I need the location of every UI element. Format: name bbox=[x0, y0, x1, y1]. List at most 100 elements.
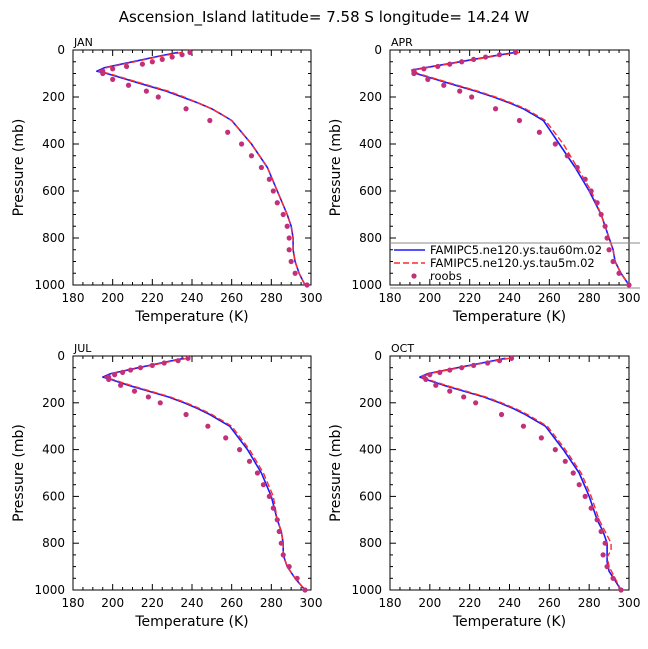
obs-point bbox=[512, 49, 519, 55]
obs-point bbox=[492, 106, 499, 112]
obs-point bbox=[187, 49, 193, 55]
obs-point bbox=[459, 365, 465, 371]
panels: 180 200 220 240 260 280 300 0 200 400 600 800 1000 Te… bbox=[11, 36, 640, 630]
x-tick-label: 240 bbox=[181, 291, 204, 305]
obs-point bbox=[145, 394, 151, 400]
obs-point bbox=[248, 153, 255, 159]
y-tick-label: 800 bbox=[42, 231, 65, 245]
obs-point bbox=[284, 223, 290, 229]
obs-point bbox=[441, 82, 447, 88]
obs-point bbox=[459, 59, 465, 65]
obs-point bbox=[131, 388, 138, 394]
obs-point bbox=[260, 482, 266, 488]
legend: FAMIPC5.ne120.ys.tau60m.02FAMIPC5.ne120.… bbox=[390, 242, 640, 289]
x-tick-label: 200 bbox=[418, 596, 441, 610]
obs-point bbox=[207, 117, 213, 124]
obs-point bbox=[604, 564, 610, 570]
obs-point bbox=[552, 447, 558, 453]
y-tick-label: 0 bbox=[57, 349, 65, 363]
panel-month-label: JAN bbox=[73, 36, 93, 49]
x-axis-label: Temperature (K) bbox=[134, 614, 248, 630]
y-tick-label: 800 bbox=[359, 536, 382, 550]
obs-point bbox=[461, 394, 467, 400]
obs-point bbox=[179, 52, 185, 58]
obs-point bbox=[594, 200, 600, 206]
x-tick-label: 180 bbox=[62, 596, 85, 610]
x-tick-label: 260 bbox=[538, 596, 561, 610]
obs-point bbox=[602, 540, 608, 546]
obs-point bbox=[266, 493, 272, 499]
obs-point bbox=[225, 129, 231, 135]
y-tick-label: 1000 bbox=[34, 278, 65, 292]
obs-point bbox=[286, 247, 292, 253]
obs-point bbox=[246, 458, 253, 464]
obs-point bbox=[118, 382, 124, 388]
obs-point bbox=[496, 358, 503, 364]
obs-point bbox=[616, 270, 622, 276]
obs-point bbox=[155, 94, 161, 100]
legend-label: FAMIPC5.ne120.ys.tau5m.02 bbox=[430, 256, 595, 270]
panel-month-label: JUL bbox=[73, 342, 92, 355]
plot-frame bbox=[389, 355, 630, 591]
y-tick-label: 400 bbox=[42, 443, 65, 457]
obs-point bbox=[254, 470, 261, 476]
obs-point bbox=[483, 54, 489, 60]
obs-point bbox=[183, 106, 189, 112]
obs-point bbox=[280, 552, 286, 558]
obs-point bbox=[159, 56, 165, 63]
obs-point bbox=[564, 153, 570, 159]
x-axis-label: Temperature (K) bbox=[452, 309, 566, 325]
obs-point bbox=[258, 164, 265, 171]
obs-point bbox=[618, 587, 624, 593]
obs-point bbox=[425, 76, 431, 82]
obs-point bbox=[288, 258, 294, 265]
obs-point bbox=[552, 141, 558, 147]
x-tick-label: 180 bbox=[62, 291, 85, 305]
obs-point bbox=[604, 235, 610, 241]
obs-point bbox=[119, 369, 126, 375]
x-tick-label: 220 bbox=[141, 291, 164, 305]
obs-point bbox=[238, 141, 245, 147]
obs-point bbox=[223, 435, 229, 441]
obs-point bbox=[498, 411, 505, 418]
y-tick-label: 0 bbox=[57, 43, 65, 57]
obs-point bbox=[588, 505, 594, 511]
x-tick-label: 260 bbox=[220, 596, 243, 610]
obs-point bbox=[610, 575, 616, 581]
y-tick-label: 1000 bbox=[351, 583, 382, 597]
y-axis-label: Pressure (mb) bbox=[328, 119, 344, 217]
x-axis-label: Temperature (K) bbox=[134, 309, 248, 325]
series-line-tau5m bbox=[104, 357, 306, 591]
x-tick-label: 300 bbox=[300, 291, 323, 305]
x-tick-label: 220 bbox=[141, 596, 164, 610]
obs-point bbox=[516, 117, 523, 124]
y-tick-label: 1000 bbox=[34, 583, 65, 597]
obs-point bbox=[471, 56, 477, 63]
series-line-tau5m bbox=[421, 357, 622, 591]
obs-point bbox=[484, 360, 491, 366]
obs-point bbox=[447, 388, 453, 394]
obs-point bbox=[266, 176, 272, 182]
y-tick-label: 400 bbox=[359, 137, 382, 151]
obs-point bbox=[570, 470, 576, 476]
obs-point bbox=[139, 61, 146, 67]
x-tick-label: 180 bbox=[379, 291, 402, 305]
x-tick-label: 240 bbox=[498, 291, 521, 305]
legend-marker-dot bbox=[411, 273, 417, 279]
x-tick-label: 200 bbox=[418, 291, 441, 305]
obs-point bbox=[582, 493, 588, 499]
obs-point bbox=[110, 66, 116, 72]
obs-point bbox=[574, 164, 580, 171]
obs-point bbox=[508, 355, 515, 361]
legend-label: FAMIPC5.ne120.ys.tau60m.02 bbox=[430, 243, 602, 257]
obs-point bbox=[457, 88, 463, 94]
obs-point bbox=[157, 400, 163, 406]
y-tick-label: 0 bbox=[374, 43, 382, 57]
obs-point bbox=[582, 176, 588, 182]
obs-point bbox=[602, 223, 608, 229]
y-tick-label: 600 bbox=[359, 184, 382, 198]
figure-title: Ascension_Island latitude= 7.58 S longit… bbox=[119, 8, 530, 27]
y-tick-label: 600 bbox=[42, 184, 65, 198]
x-tick-label: 280 bbox=[578, 291, 601, 305]
